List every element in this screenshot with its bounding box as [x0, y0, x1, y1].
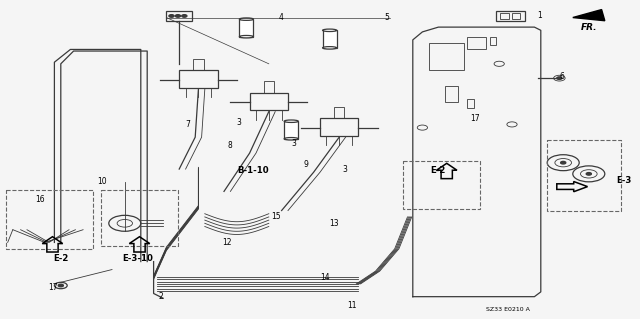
Bar	[284, 121, 298, 139]
Text: SZ33 E0210 A: SZ33 E0210 A	[486, 307, 531, 312]
Text: 5: 5	[384, 13, 389, 22]
Bar	[496, 11, 525, 21]
Bar	[429, 43, 464, 70]
Ellipse shape	[239, 18, 253, 20]
Text: B-1-10: B-1-10	[237, 166, 269, 175]
Text: 13: 13	[330, 219, 339, 228]
Bar	[264, 81, 274, 93]
Bar	[467, 37, 486, 49]
Ellipse shape	[284, 120, 298, 122]
Text: E-2: E-2	[431, 166, 446, 175]
Ellipse shape	[323, 29, 337, 32]
Text: E-3: E-3	[616, 176, 632, 185]
Bar	[490, 37, 496, 45]
Circle shape	[557, 77, 562, 79]
Text: 2: 2	[159, 292, 163, 301]
Ellipse shape	[323, 47, 337, 49]
Text: 17: 17	[48, 283, 58, 292]
Circle shape	[561, 161, 566, 164]
Text: 8: 8	[227, 141, 232, 150]
Text: 9: 9	[304, 160, 309, 169]
Circle shape	[58, 284, 63, 287]
Bar	[467, 99, 474, 108]
Text: 1: 1	[538, 11, 542, 20]
Bar	[445, 86, 458, 102]
Bar	[179, 70, 218, 88]
Bar	[250, 93, 288, 110]
Circle shape	[586, 173, 591, 175]
Text: FR.: FR.	[581, 23, 598, 32]
Text: 17: 17	[470, 114, 480, 122]
Text: 3: 3	[237, 118, 242, 127]
Text: E-3-10: E-3-10	[122, 254, 153, 263]
Polygon shape	[573, 10, 605, 21]
Circle shape	[182, 15, 187, 17]
Text: 10: 10	[97, 177, 107, 186]
Text: 15: 15	[271, 212, 280, 221]
Bar	[500, 13, 509, 19]
Text: 6: 6	[560, 72, 565, 81]
Text: 3: 3	[291, 139, 296, 148]
Bar	[547, 140, 621, 211]
Text: 7: 7	[186, 120, 191, 129]
Bar	[320, 118, 358, 136]
Text: 11: 11	[348, 301, 357, 310]
Bar	[239, 19, 253, 37]
Text: 4: 4	[278, 13, 284, 22]
Bar	[403, 161, 480, 209]
Text: 3: 3	[342, 165, 348, 174]
Bar	[101, 190, 178, 246]
Bar	[512, 13, 520, 19]
Text: 12: 12	[222, 238, 232, 247]
Text: 16: 16	[35, 195, 45, 204]
Bar	[6, 190, 93, 249]
Text: 14: 14	[320, 273, 330, 282]
Ellipse shape	[239, 35, 253, 38]
Text: E-2: E-2	[53, 254, 68, 263]
Bar	[193, 59, 204, 70]
Bar	[323, 30, 337, 48]
Circle shape	[175, 15, 180, 17]
Circle shape	[169, 15, 174, 17]
Bar	[334, 107, 344, 118]
Bar	[166, 11, 192, 21]
Ellipse shape	[284, 137, 298, 140]
